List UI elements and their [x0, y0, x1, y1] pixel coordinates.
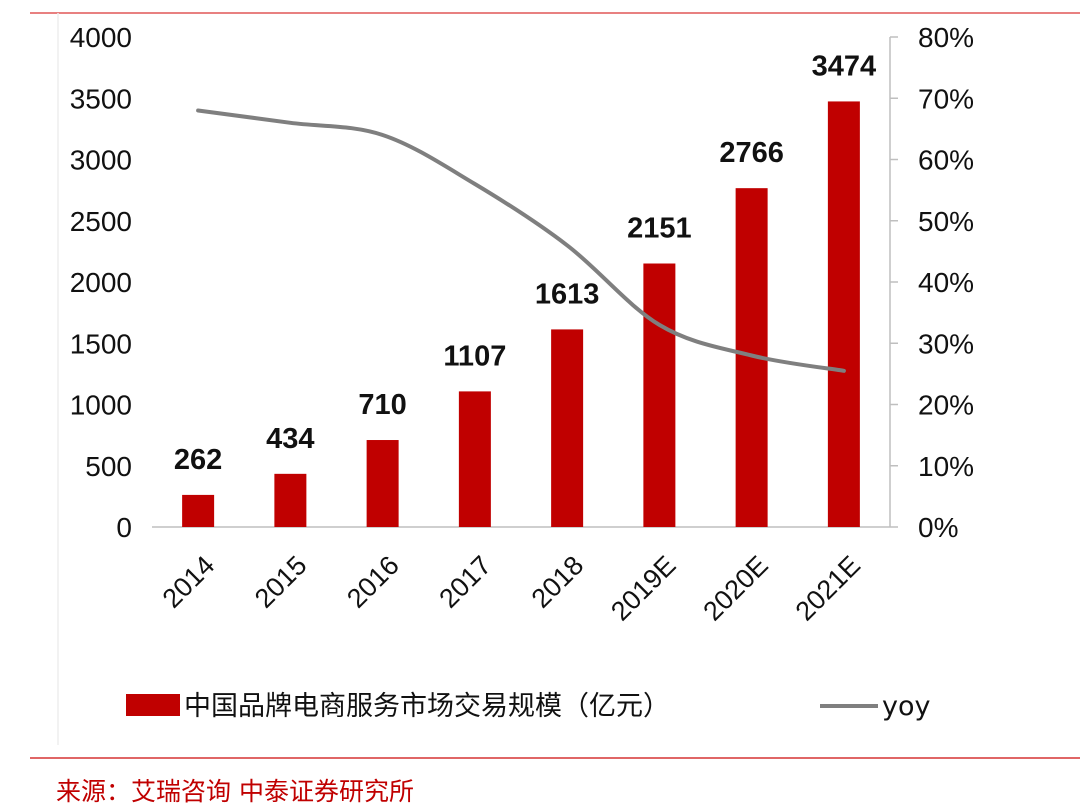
bar-data-label-2020E: 2766 [719, 137, 784, 169]
x-tick-label-2018: 2018 [526, 550, 590, 614]
bar-2016 [366, 440, 399, 527]
y-left-tick-label: 1500 [70, 328, 132, 359]
legend-bar-swatch [126, 694, 180, 716]
x-tick-label-2015: 2015 [249, 550, 313, 614]
x-axis: 2014 2015 2016 2017 2018 2019E 2020E 2021E [157, 550, 866, 626]
legend-line-label: yoy [882, 691, 930, 722]
y-axis-right: 0% 10% 20% 30% 40% 50% 60% 70% 80% [890, 22, 974, 543]
y-left-tick-label: 3000 [70, 145, 132, 176]
y-right-tick-label: 80% [918, 22, 974, 53]
bar-data-label-2018: 1613 [535, 278, 600, 310]
y-right-tick-label: 50% [918, 206, 974, 237]
bar-data-label-2021E: 3474 [812, 50, 877, 82]
yoy-line [196, 108, 846, 373]
y-left-tick-label: 500 [85, 451, 132, 482]
y-right-tick-label: 60% [918, 145, 974, 176]
bar-data-label-2015: 434 [266, 423, 314, 455]
source-note: 来源：艾瑞咨询 中泰证券研究所 [56, 777, 414, 806]
y-left-tick-label: 0 [116, 512, 132, 543]
y-right-tick-label: 30% [918, 328, 974, 359]
y-right-tick-label: 20% [918, 390, 974, 421]
x-tick-label-2021E: 2021E [790, 550, 866, 626]
y-left-tick-label: 4000 [70, 22, 132, 53]
y-left-tick-label: 3500 [70, 83, 132, 114]
x-tick-label-2014: 2014 [157, 550, 221, 614]
y-right-tick-label: 70% [918, 83, 974, 114]
yoy-line-group [196, 108, 846, 373]
x-tick-label-2019E: 2019E [605, 550, 681, 626]
legend-bar-label: 中国品牌电商服务市场交易规模（亿元） [184, 691, 670, 722]
y-right-tick-label: 40% [918, 267, 974, 298]
plot-area [152, 37, 891, 528]
y-left-tick-label: 2500 [70, 206, 132, 237]
bar-2019E [643, 263, 676, 527]
y-right-tick-label: 10% [918, 451, 974, 482]
bar-2021E [827, 101, 860, 527]
bar-2014 [182, 494, 215, 527]
bar-2017 [458, 391, 491, 527]
bar-data-label-2017: 1107 [443, 340, 506, 372]
x-tick-label-2016: 2016 [341, 550, 405, 614]
y-right-tick-label: 0% [918, 512, 958, 543]
bar-data-labels: 262 434 710 1107 1613 2151 2766 3474 [174, 50, 876, 475]
bar-data-label-2014: 262 [174, 444, 222, 476]
x-tick-label-2020E: 2020E [697, 550, 773, 626]
y-left-tick-label: 2000 [70, 267, 132, 298]
bar-2018 [551, 329, 584, 527]
bar-data-label-2016: 710 [358, 389, 406, 421]
bar-data-label-2019E: 2151 [627, 213, 692, 245]
y-axis-left: 0 500 1000 1500 2000 2500 3000 3500 4000 [70, 22, 132, 543]
legend: 中国品牌电商服务市场交易规模（亿元） yoy [126, 691, 930, 722]
bar-2015 [274, 473, 307, 527]
y-left-tick-label: 1000 [70, 390, 132, 421]
x-tick-label-2017: 2017 [433, 550, 497, 614]
